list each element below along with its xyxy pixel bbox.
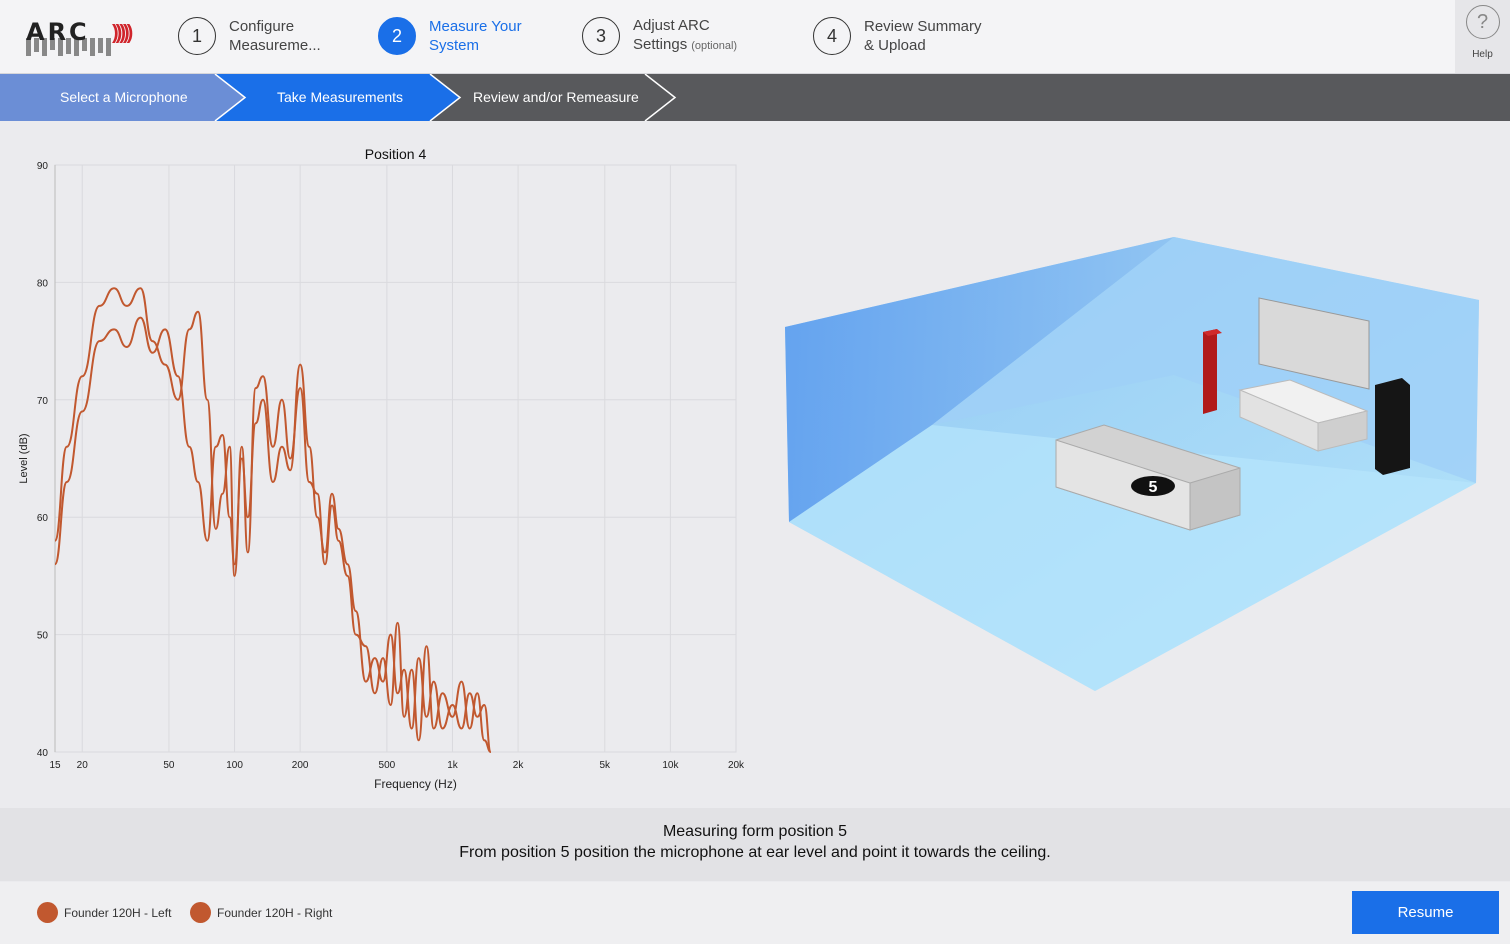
legend-swatch [190, 902, 211, 923]
instruction-title: Measuring form position 5 [662, 823, 848, 840]
resume-button[interactable]: Resume [1352, 891, 1499, 934]
step-number: 1 [178, 17, 216, 55]
step-label-line2: System [429, 37, 480, 54]
legend-label: Founder 120H - Left [64, 905, 172, 920]
x-tick-label: 200 [292, 760, 309, 771]
x-tick-label: 1k [447, 760, 459, 771]
logo-text: ARC [26, 18, 90, 46]
breadcrumb-take-measurements[interactable]: Take Measurements [277, 89, 404, 105]
logo-bars [26, 38, 111, 56]
chart-svg: 15 20 50 100 200 500 1k 2k 5k 10k 20k 40 50 60 70 80 90 P… [18, 146, 745, 791]
breadcrumb-arrows [0, 74, 677, 121]
y-tick-label: 60 [37, 513, 49, 524]
step-number: 3 [582, 17, 620, 55]
step-label-line2: Settings [633, 36, 688, 53]
step-label-line1: Adjust ARC [633, 17, 710, 34]
left-speaker [1203, 329, 1222, 414]
legend-item-right[interactable]: Founder 120H - Right [190, 902, 332, 923]
arc-logo: ARC ))))) [26, 18, 146, 60]
frequency-response-chart: 15 20 50 100 200 500 1k 2k 5k 10k 20k 40 50 60 70 80 90 P… [0, 121, 760, 807]
step-review[interactable]: 4 Review Summary & Upload [813, 16, 982, 56]
y-tick-label: 80 [37, 278, 49, 289]
breadcrumb-select-microphone[interactable]: Select a Microphone [60, 89, 188, 105]
x-tick-label: 500 [379, 760, 396, 771]
sound-waves-icon: ))))) [112, 22, 133, 44]
position-marker-label: 5 [1149, 479, 1158, 496]
right-speaker [1375, 378, 1410, 475]
instructions-panel: Measuring form position 5 From position … [0, 808, 1510, 881]
instruction-detail: From position 5 position the microphone … [459, 844, 1051, 861]
y-tick-label: 50 [37, 631, 49, 642]
legend-label: Founder 120H - Right [217, 905, 333, 920]
series-line-right [54, 316, 492, 753]
breadcrumb: Select a Microphone Take Measurements Re… [0, 74, 1510, 121]
y-tick-label: 70 [37, 396, 49, 407]
help-label: Help [1472, 49, 1493, 60]
step-number: 2 [378, 17, 416, 55]
step-label-line1: Configure [229, 18, 295, 35]
x-tick-label: 5k [600, 760, 612, 771]
position-marker [1131, 476, 1175, 496]
x-tick-label: 2k [513, 760, 525, 771]
sofa: 5 [1055, 424, 1241, 531]
legend-swatch [37, 902, 58, 923]
footer-bar: Founder 120H - Left Founder 120H - Right… [0, 882, 1510, 944]
step-label-line1: Measure Your [429, 18, 522, 35]
step-adjust[interactable]: 3 Adjust ARC Settings (optional) [582, 16, 737, 56]
step-measure[interactable]: 2 Measure Your System [378, 16, 522, 56]
step-configure[interactable]: 1 Configure Measureme... [178, 16, 321, 56]
y-tick-label: 40 [37, 748, 49, 759]
x-tick-label: 20k [728, 760, 745, 771]
plot-area [54, 164, 737, 753]
tv-screen [1258, 297, 1370, 390]
x-axis-label: Frequency (Hz) [374, 777, 457, 791]
y-tick-label: 90 [37, 161, 49, 172]
x-tick-label: 100 [226, 760, 243, 771]
x-tick-label: 15 [49, 760, 61, 771]
help-button[interactable]: ? Help [1455, 0, 1510, 73]
legend-item-left[interactable]: Founder 120H - Left [37, 902, 171, 923]
step-number: 4 [813, 17, 851, 55]
room-3d-view: 5 [770, 225, 1490, 705]
x-tick-label: 10k [662, 760, 679, 771]
top-bar: ARC ))))) 1 Configure Measureme... 2 Mea… [0, 0, 1510, 74]
step-label-line2: Measureme... [229, 37, 321, 54]
step-label-line1: Review Summary [864, 18, 982, 35]
breadcrumb-review-remeasure[interactable]: Review and/or Remeasure [473, 89, 639, 105]
x-tick-label: 50 [163, 760, 175, 771]
chart-title: Position 4 [365, 146, 427, 162]
step-optional-label: (optional) [691, 40, 738, 52]
media-console [1238, 379, 1369, 452]
y-axis-label: Level (dB) [18, 433, 30, 483]
step-label-line2: & Upload [864, 37, 926, 54]
x-tick-label: 20 [77, 760, 89, 771]
question-icon: ? [1465, 5, 1500, 39]
